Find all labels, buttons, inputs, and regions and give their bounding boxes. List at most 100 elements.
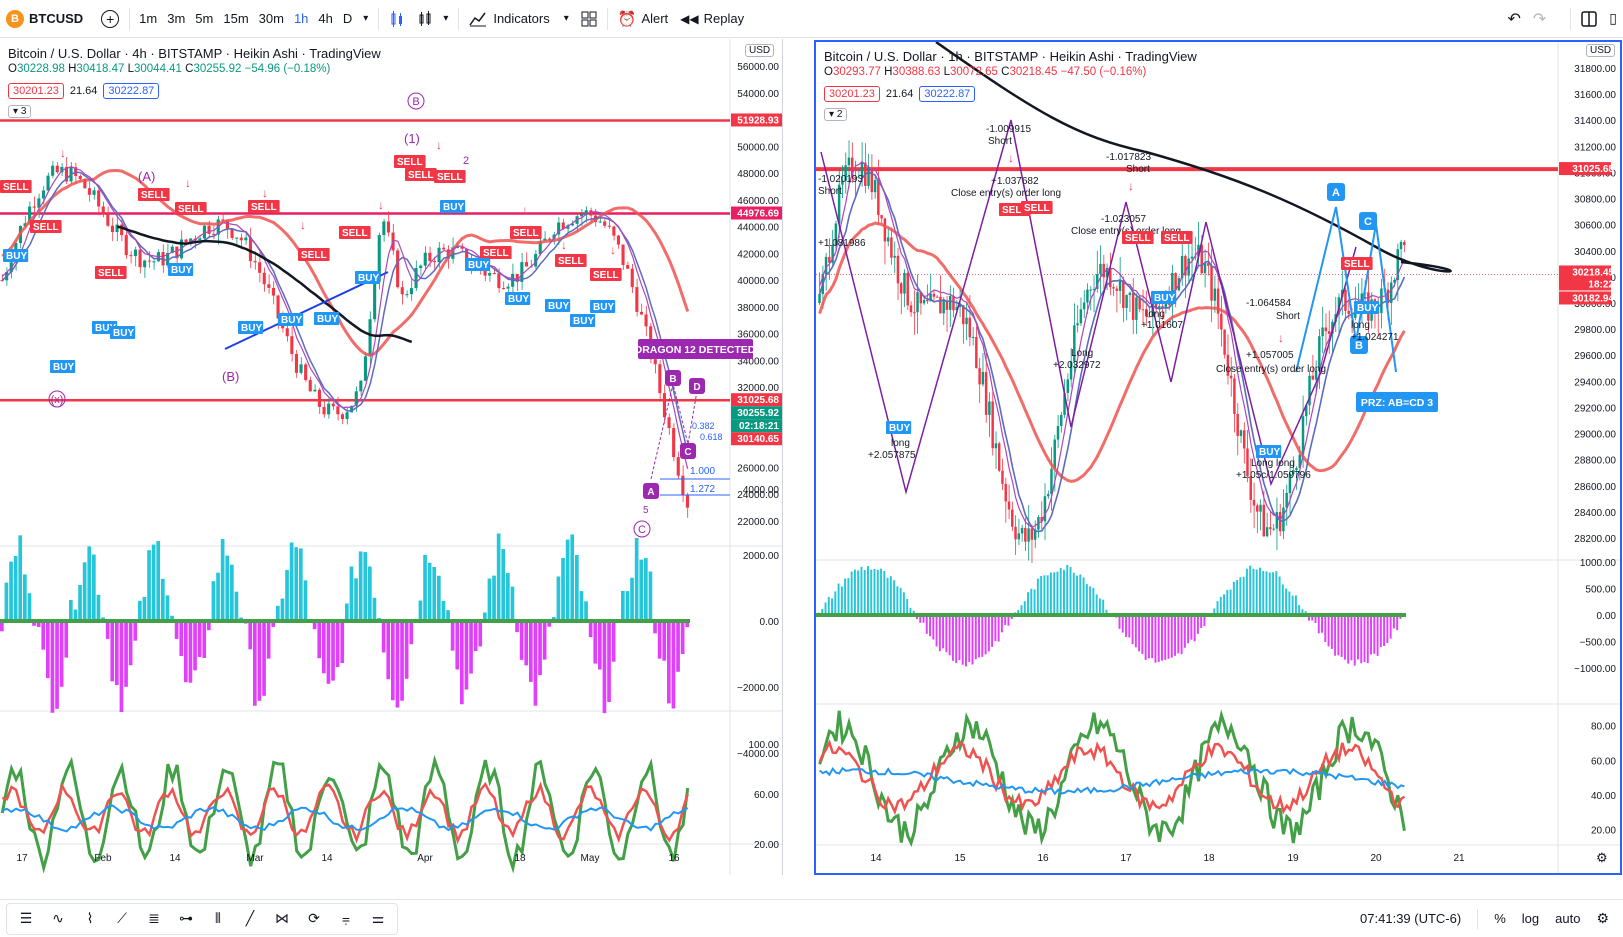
candle-body [922,300,926,304]
wave-abc-icon[interactable]: ∿ [52,910,64,926]
sell-signal-tag: SELL [1024,203,1050,214]
candle-body [913,312,916,314]
histogram-bar [404,621,409,679]
undo-icon[interactable]: ↶ [1507,10,1521,28]
compare-symbol-button[interactable]: + [89,4,125,34]
indicators-button[interactable]: Indicators ▾ [463,4,574,34]
candle-body [561,222,565,229]
wave-12345-icon[interactable]: ⌇ [86,910,94,926]
replay-button[interactable]: ◀◀ Replay [674,4,750,34]
sell-price-button[interactable]: 30201.23 [8,83,64,99]
candle-body [1046,494,1050,497]
histogram-bar [625,591,630,621]
line-icon[interactable]: ╱ [245,910,255,926]
xabcd-icon[interactable]: ⋈ [275,910,289,926]
timeframe-15m[interactable]: 15m [223,11,249,26]
histogram-bar [837,583,840,615]
histogram-bar [1125,615,1128,637]
currency-selector[interactable]: USD [1586,44,1616,57]
templates-button[interactable] [575,4,603,34]
histogram-bar [1294,595,1297,615]
sell-signal-tag-bg [339,226,371,239]
price-axis-label: 51928.93 [737,115,779,126]
buy-price-button[interactable]: 30222.87 [919,86,976,102]
sell-price-button[interactable]: 30201.23 [824,86,880,102]
candle-body [97,190,101,207]
timeframe-1m[interactable]: 1m [139,11,158,26]
candle-body [235,237,239,239]
fib-icon[interactable]: ≣ [148,910,160,926]
bottom-right-controls: 07:41:39 (UTC-6) % log auto ⚙ [1360,908,1623,929]
timeframe-1h[interactable]: 1h [293,11,309,26]
histogram-bar [942,615,945,649]
timeframe-5m[interactable]: 5m [195,11,214,26]
candle-body [460,246,464,249]
percent-scale-button[interactable]: % [1494,911,1506,926]
spread-value: 21.64 [885,88,914,100]
auto-scale-button[interactable]: auto [1555,911,1581,926]
price-tick-label: 29000.00 [1574,430,1616,441]
layout-icon[interactable] [1575,4,1603,34]
alert-button[interactable]: ⏰ Alert [612,4,674,34]
histogram-bar [506,573,510,621]
settings-list-icon[interactable]: ⚌ [371,910,385,926]
candle-body [952,295,955,311]
histogram-bar [919,615,922,623]
regression-icon[interactable]: ⩦ [341,910,351,926]
candle-body [1001,470,1004,484]
timeframe-d[interactable]: D [342,11,353,26]
candle-body [225,220,229,230]
timeframe-3m[interactable]: 3m [167,11,186,26]
scale-settings-icon[interactable]: ⚙ [1596,910,1609,926]
more-icon[interactable]: ▯ [1609,10,1617,26]
candle-body [896,255,900,284]
price-axis-label: 44976.69 [737,209,779,220]
buy-price-button[interactable]: 30222.87 [103,83,160,99]
cycle-icon[interactable]: ⟳ [308,910,320,926]
histogram-bar [87,546,92,621]
histogram-bar [1308,615,1310,621]
redo-icon[interactable]: ↷ [1532,10,1547,28]
chart-type-button[interactable]: ▾ [411,4,454,34]
currency-selector[interactable]: USD [745,44,775,57]
pattern-point-b-bg [665,370,681,386]
candle-body [955,306,958,311]
timeframe-30m[interactable]: 30m [258,11,284,26]
bar-style-button[interactable] [383,4,411,34]
hidden-indicators-toggle[interactable]: ▾ 2 [824,108,848,121]
histogram-bar [634,538,639,621]
candle-body [1007,501,1011,510]
rsi-blue-line [818,766,1405,796]
sell-signal-tag-bg [510,226,542,239]
hidden-indicators-toggle[interactable]: ▾ 3 [8,105,32,118]
price-tick-label: 29200.00 [1574,403,1616,414]
close-value: 30255.92 [193,63,242,75]
timeframe-dropdown-chevron-icon[interactable]: ▾ [363,13,369,24]
wave-label-b: B [412,96,419,108]
candle-body [1314,370,1318,380]
right-chart-pane[interactable]: Bitcoin / U.S. Dollar · 1h · BITSTAMP · … [814,40,1622,875]
histogram-bar [840,586,843,615]
indicators-icon [469,12,487,26]
candle-body [1011,509,1014,527]
list-icon[interactable]: ☰ [19,910,33,926]
horizontal-icon[interactable]: ⊶ [179,910,193,926]
zigzag-line [820,119,1357,495]
candle-body [1033,529,1037,540]
left-chart-pane[interactable]: Bitcoin / U.S. Dollar · 4h · BITSTAMP · … [0,39,783,875]
candle-body [340,414,344,419]
histogram-bar [446,610,450,621]
trend-icon[interactable]: ⟋ [117,910,127,926]
change-value: −47.50 (−0.16%) [1060,66,1147,78]
log-scale-button[interactable]: log [1521,911,1540,926]
histogram-bar [1321,615,1324,633]
candle-body [1069,361,1073,380]
candle-body [363,356,367,381]
buy-signal-tag: BUY [468,260,489,271]
histogram-bar [1147,615,1150,659]
candle-body [1259,504,1262,512]
bars-pattern-icon[interactable]: ⫴ [215,910,221,926]
timeframe-4h[interactable]: 4h [318,11,333,26]
symbol-search-button[interactable]: B BTCUSD [0,4,89,34]
time-tick-label: 17 [16,853,28,864]
